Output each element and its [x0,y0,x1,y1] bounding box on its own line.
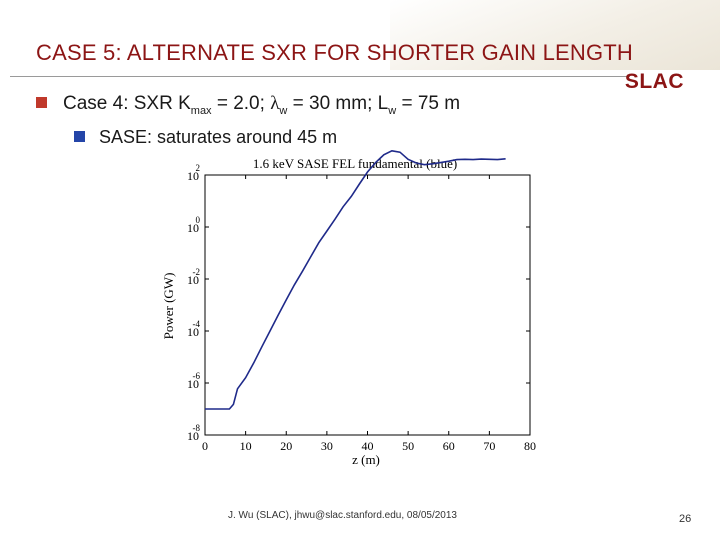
series-line [205,150,506,410]
x-axis-label: z (m) [352,452,380,467]
x-tick-label: 40 [362,439,374,453]
bullet-case4-prefix: Case 4: SXR K [63,93,191,114]
y-tick-label-exponent: -8 [193,423,201,433]
x-tick-label: 20 [280,439,292,453]
bullet-marker-level1 [36,97,47,108]
header-corner-decoration [390,0,720,70]
y-tick-label-exponent: 2 [196,163,201,173]
x-tick-label: 70 [483,439,495,453]
bullet-case4-after-lambda: = 30 mm; L [287,93,389,114]
lambda-subscript: w [279,104,288,117]
y-tick-label-base: 10 [187,169,199,183]
bullet-case4-suffix: = 75 m [396,93,461,114]
x-tick-label: 50 [402,439,414,453]
y-tick-label-base: 10 [187,273,199,287]
y-tick-label-base: 10 [187,429,199,443]
y-tick-label-base: 10 [187,221,199,235]
x-tick-label: 60 [443,439,455,453]
slide-title: CASE 5: ALTERNATE SXR FOR SHORTER GAIN L… [36,40,634,65]
title-divider [10,76,630,77]
bullet-case4-middle: = 2.0; [211,93,271,114]
chart-title: 1.6 keV SASE FEL fundamental (blue) [253,156,457,171]
page-number: 26 [679,513,692,525]
plot-area-frame [204,174,531,436]
bullet-sase-saturation: SASE: saturates around 45 m [99,127,338,147]
y-tick-label-base: 10 [187,377,199,391]
y-tick-label-base: 10 [187,325,199,339]
y-tick-label-exponent: 0 [196,215,201,225]
x-tick-label: 80 [524,439,536,453]
y-tick-label-exponent: -6 [193,371,201,381]
bullet-case4-parameters: Case 4: SXR Kmax = 2.0; λw = 30 mm; Lw =… [63,93,460,117]
x-tick-label: 30 [321,439,333,453]
y-axis-label: Power (GW) [161,273,176,340]
lambda-symbol: λ [270,93,280,114]
l-subscript: w [388,104,397,117]
x-tick-label: 10 [240,439,252,453]
k-subscript: max [190,104,212,117]
power-vs-z-chart: 1.6 keV SASE FEL fundamental (blue) 0 10 2… [161,150,536,467]
y-tick-label-exponent: -4 [193,319,201,329]
y-tick-label-exponent: -2 [193,267,201,277]
footer-credit: J. Wu (SLAC), jhwu@slac.stanford.edu, 08… [228,510,457,521]
slac-logo: SLAC [624,70,684,93]
bullet-marker-level2 [74,131,85,142]
x-tick-label: 0 [202,439,208,453]
